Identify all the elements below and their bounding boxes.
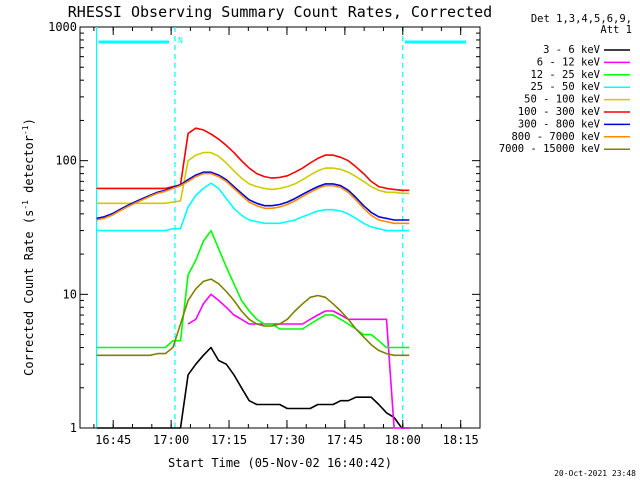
series-line xyxy=(96,346,410,429)
y-axis-label-text: ) xyxy=(22,118,36,125)
series-line xyxy=(96,172,410,225)
y-tick-label: 10 xyxy=(63,287,77,301)
series-line xyxy=(96,278,410,357)
x-axis: 16:45 17:00 17:15 17:30 17:45 18:00 18:15 xyxy=(93,27,481,447)
legend-label: 50 - 100 keV xyxy=(524,94,601,106)
x-tick-label: 17:15 xyxy=(211,433,247,447)
legend-label: 100 - 300 keV xyxy=(518,106,601,118)
y-tick-label: 1000 xyxy=(48,20,77,34)
series-line xyxy=(96,151,410,205)
legend-label: 25 - 50 keV xyxy=(530,81,600,93)
legend-label: 12 - 25 keV xyxy=(530,69,600,81)
x-tick-label: 18:00 xyxy=(385,433,421,447)
x-tick-label: 17:00 xyxy=(153,433,189,447)
y-axis: 1 10 100 1000 xyxy=(48,20,480,435)
y-axis-label-text: detector xyxy=(22,135,36,200)
y-axis-label-exponent: -1 xyxy=(21,200,30,210)
chart-title: RHESSI Observing Summary Count Rates, Co… xyxy=(68,3,492,21)
legend-header: Att 1 xyxy=(600,24,632,36)
series-line xyxy=(96,127,410,192)
x-tick-label: 17:45 xyxy=(327,433,363,447)
x-tick-label: 16:45 xyxy=(95,433,131,447)
y-axis-label-text: Corrected Count Rate (s xyxy=(22,210,36,376)
plot-frame xyxy=(79,26,481,429)
legend-label: 7000 - 15000 keV xyxy=(499,143,601,155)
series-line xyxy=(96,229,410,349)
y-tick-label: 1 xyxy=(70,421,77,435)
x-axis-label: Start Time (05-Nov-02 16:40:42) xyxy=(168,456,392,470)
x-tick-label: 18:15 xyxy=(443,433,479,447)
legend-label: 6 - 12 keV xyxy=(537,56,601,68)
legend-header: Det 1,3,4,5,6,9, xyxy=(531,13,632,25)
legend-label: 3 - 6 keV xyxy=(543,44,601,56)
series-line xyxy=(187,293,410,429)
series-line xyxy=(96,171,410,221)
legend-label: 300 - 800 keV xyxy=(518,118,601,130)
legend-label: 800 - 7000 keV xyxy=(511,131,600,143)
y-tick-label: 100 xyxy=(55,154,77,168)
x-tick-label: 17:30 xyxy=(269,433,305,447)
timestamp: 20-Oct-2021 23:48 xyxy=(554,469,636,478)
y-axis-label: Corrected Count Rate (s-1 detector-1) xyxy=(21,118,36,376)
series-line xyxy=(96,182,410,232)
plot-area: N xyxy=(79,26,481,429)
y-axis-label-exponent: -1 xyxy=(21,125,30,135)
attenuator-mark-label: N xyxy=(178,36,183,45)
